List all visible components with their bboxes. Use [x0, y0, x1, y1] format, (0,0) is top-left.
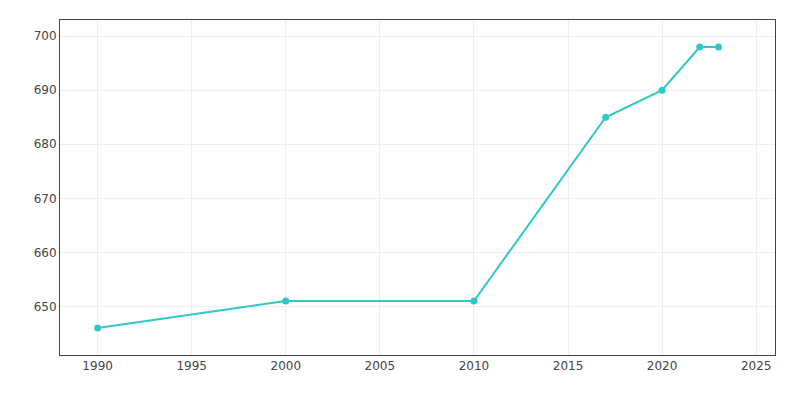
svg-text:670: 670 [34, 192, 57, 206]
svg-text:2015: 2015 [553, 359, 584, 373]
svg-text:2005: 2005 [365, 359, 396, 373]
svg-text:680: 680 [34, 137, 57, 151]
svg-text:2010: 2010 [459, 359, 490, 373]
svg-text:2000: 2000 [271, 359, 302, 373]
svg-text:2025: 2025 [741, 359, 772, 373]
svg-text:2020: 2020 [647, 359, 678, 373]
svg-text:660: 660 [34, 246, 57, 260]
svg-text:1990: 1990 [82, 359, 113, 373]
svg-text:650: 650 [34, 300, 57, 314]
svg-text:1995: 1995 [176, 359, 207, 373]
svg-text:700: 700 [34, 29, 57, 43]
svg-text:690: 690 [34, 83, 57, 97]
